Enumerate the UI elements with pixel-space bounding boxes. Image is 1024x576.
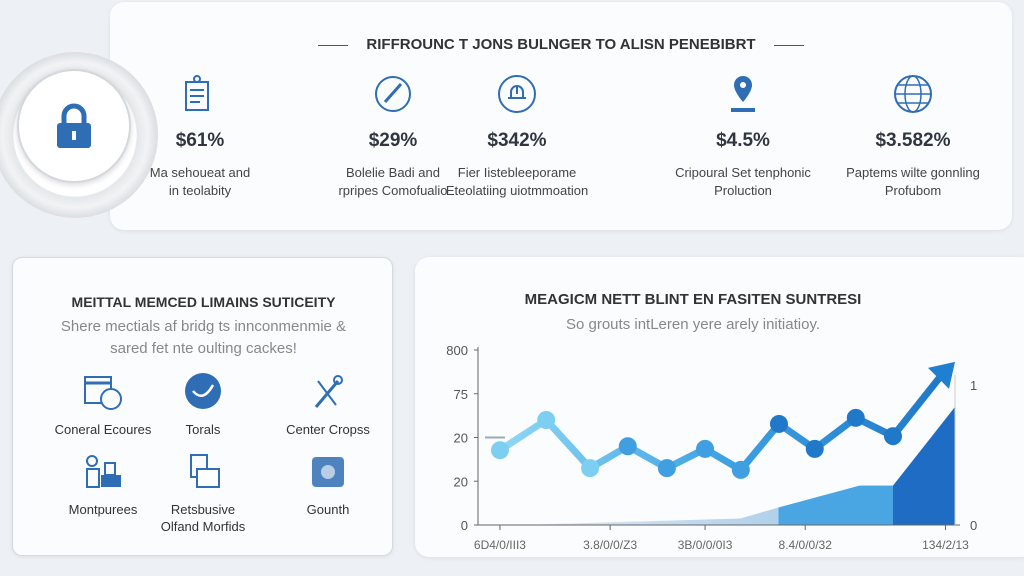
trend-arrow-icon: [928, 361, 955, 389]
series-line: [498, 373, 944, 474]
y-tick-label: 75: [454, 387, 468, 402]
stat-description-line: in teolabity: [168, 183, 232, 198]
location-pin-icon: [658, 72, 828, 116]
data-point: [537, 411, 556, 429]
feature-label-line: Olfand Morfids: [160, 519, 246, 534]
globe-icon: [828, 72, 998, 116]
data-point: [490, 441, 509, 460]
stat-description: Ma sehoueat and in teolabity: [115, 164, 285, 200]
stat-description-line: Cripoural Set tenphonic: [675, 165, 811, 180]
x-tick-label: 3.8/0/0/Z3: [583, 538, 637, 552]
y-tick-label: 20: [454, 474, 468, 489]
stat-description: Fier Iistebleeporame Eteolatiing uiotmmoa…: [432, 164, 602, 200]
stat-item: $3.582% Paptems wilte gonnling Profubom: [828, 72, 998, 200]
chart-card: MEAGICM NETT BLINT EN FASITEN SUNTRESI S…: [415, 257, 1024, 557]
y-right-tick-label: 0: [970, 518, 977, 533]
stat-value: $4.5%: [716, 130, 770, 151]
feature-label-line: Torals: [185, 422, 221, 437]
feature-label: Torals: [138, 421, 268, 438]
y-tick-label: 20: [454, 431, 468, 446]
y-tick-label: 0: [461, 518, 468, 533]
stat-description: Bolelie Badi and rpripes Comofualio: [308, 164, 478, 200]
subtitle-line: Shere mectials af bridg ts innconmenmie …: [60, 318, 347, 335]
stat-value: $342%: [487, 130, 547, 151]
feature-label-line: Retsbusive: [170, 502, 236, 517]
stat-description-line: Bolelie Badi and: [346, 165, 440, 180]
tools-icon: [263, 373, 393, 413]
feature-item: Torals: [138, 373, 268, 438]
y-tick-label: 800: [446, 343, 468, 358]
feature-item: Gounth: [263, 453, 393, 518]
subtitle-line: sared fet nte oulting cackes!: [110, 340, 297, 357]
stat-description-line: Profubom: [884, 183, 942, 198]
media-icon: [263, 453, 393, 493]
stat-item: $61% Ma sehoueat and in teolabity: [115, 72, 285, 200]
gauge-icon: [308, 72, 478, 116]
feature-label: Coneral Ecoures: [38, 421, 168, 438]
features-title: MEITTAL MEMCED LIMAINS SUTICEITY: [71, 294, 336, 310]
stat-description-line: Eteolatiing uiotmmoation: [445, 183, 589, 198]
feature-label-line: Montpurees: [68, 502, 138, 517]
feature-label-line: Coneral Ecoures: [54, 422, 152, 437]
stat-item: $4.5% Cripoural Set tenphonic Proluction: [658, 72, 828, 200]
feature-item: Center Cropss: [263, 373, 393, 438]
stat-value: $29%: [368, 130, 418, 151]
stat-description: Cripoural Set tenphonic Proluction: [658, 164, 828, 200]
feature-label: Montpurees: [38, 501, 168, 518]
document-icon: [115, 72, 285, 116]
lock-icon: [17, 69, 131, 183]
feature-item: Montpurees: [38, 453, 168, 518]
y-right-tick-label: 1: [970, 378, 977, 393]
stat-description-line: Ma sehoueat and: [149, 165, 251, 180]
calendar-icon: [38, 373, 168, 413]
files-icon: [138, 453, 268, 493]
summary-card: RIFFROUNC T JONS BULNGER TO ALISN PENEBI…: [110, 2, 1012, 230]
area-dark: [892, 406, 955, 525]
feature-item: Coneral Ecoures: [38, 373, 168, 438]
feature-label: Gounth: [263, 501, 393, 518]
data-point: [883, 427, 902, 446]
feature-label: Retsbusive Olfand Morfids: [138, 501, 268, 535]
x-tick-label: 3B/0/0/0I3: [678, 538, 733, 552]
line-chart: 0 20 20 75 800 1 0 6D4/0/III3 3.8/0/0/Z3 3B/0/0/0…: [446, 343, 977, 552]
x-tick-label: 8.4/0/0/32: [779, 538, 833, 552]
data-point: [581, 459, 600, 478]
features-card: MEITTAL MEMCED LIMAINS SUTICEITY Shere m…: [12, 257, 393, 556]
stat-description-line: Proluction: [714, 183, 772, 198]
data-point: [769, 414, 788, 433]
stat-value: $61%: [175, 130, 225, 151]
chart-title: MEAGICM NETT BLINT EN FASITEN SUNTRESI: [524, 291, 862, 308]
bird-badge-icon: [138, 373, 268, 413]
feature-label-line: Center Cropss: [286, 422, 370, 437]
data-point: [696, 439, 715, 458]
stat-value: $3.582%: [875, 130, 951, 151]
cloud-upload-icon: [432, 72, 602, 116]
feature-label-line: Gounth: [306, 502, 350, 517]
data-point: [731, 460, 750, 479]
stat-description-line: Paptems wilte gonnling: [846, 165, 980, 180]
area-mid: [778, 485, 893, 525]
features-subtitle: Shere mectials af bridg ts innconmenmie …: [13, 316, 394, 360]
data-point: [618, 437, 637, 456]
stat-description: Paptems wilte gonnling Profubom: [828, 164, 998, 200]
summary-title: RIFFROUNC T JONS BULNGER TO ALISN PENEBI…: [110, 36, 1012, 53]
x-tick-label: 6D4/0/III3: [474, 538, 526, 552]
data-point: [846, 408, 865, 427]
feature-label: Center Cropss: [263, 421, 393, 438]
stat-item: $342% Fier Iistebleeporame Eteolatiing uio…: [432, 72, 602, 200]
devices-icon: [38, 453, 168, 493]
feature-item: Retsbusive Olfand Morfids: [138, 453, 268, 535]
stat-description-line: Fier Iistebleeporame: [457, 165, 577, 180]
stat-item: $29% Bolelie Badi and rpripes Comofualio: [308, 72, 478, 200]
x-tick-label: 134/2/13: [922, 538, 969, 552]
data-point: [805, 439, 824, 458]
data-point: [657, 459, 676, 478]
stat-description-line: rpripes Comofualio: [338, 183, 448, 198]
chart-subtitle: So grouts intLeren yere arely initiatioy…: [565, 316, 821, 333]
